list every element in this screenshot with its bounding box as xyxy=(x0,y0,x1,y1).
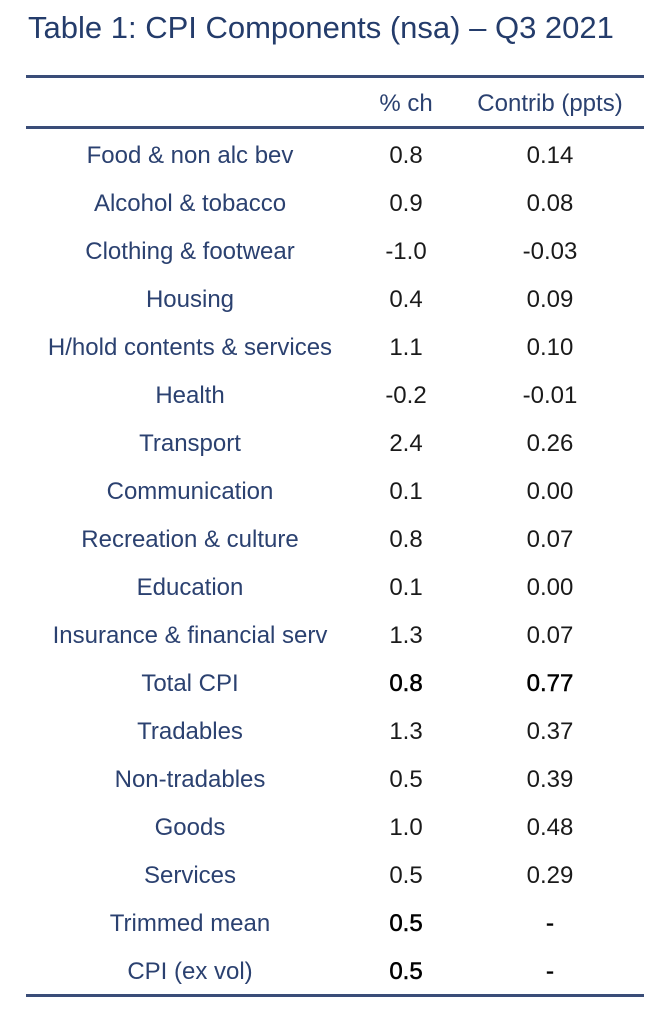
table-body: Food & non alc bev 0.8 0.14 Alcohol & tobac… xyxy=(26,136,644,1000)
row-pct-change: 1.0 xyxy=(389,814,423,841)
row-pct-change: 0.1 xyxy=(389,574,423,601)
table-row: Alcohol & tobacco 0.9 0.08 xyxy=(26,184,644,232)
row-label: Alcohol & tobacco xyxy=(93,190,287,217)
row-pct-change: 0.8 xyxy=(389,526,423,553)
table-title: Table 1: CPI Components (nsa) – Q3 2021 xyxy=(28,10,614,45)
table-row: Health -0.2 -0.01 xyxy=(26,376,644,424)
table-row: Recreation & culture 0.8 0.07 xyxy=(26,520,644,568)
row-label: Goods xyxy=(154,814,226,841)
table-row: Non-tradables 0.5 0.39 xyxy=(26,760,644,808)
table-header: % ch Contrib (ppts) xyxy=(26,82,644,126)
table-row: Trimmed mean 0.5 - xyxy=(26,904,644,952)
row-pct-change: 1.1 xyxy=(389,334,423,361)
row-contribution: 0.07 xyxy=(526,526,574,553)
row-pct-change: -0.2 xyxy=(385,382,427,409)
row-label: Transport xyxy=(139,430,241,457)
table-row: H/hold contents & services 1.1 0.10 xyxy=(26,328,644,376)
row-contribution: 0.09 xyxy=(526,286,574,313)
table-row: Housing 0.4 0.09 xyxy=(26,280,644,328)
row-contribution: 0.37 xyxy=(526,718,574,745)
table-row: Education 0.1 0.00 xyxy=(26,568,644,616)
row-contribution: 0.14 xyxy=(526,142,574,169)
row-contribution: 0.29 xyxy=(526,862,574,889)
top-rule xyxy=(26,75,644,78)
row-pct-change: 1.3 xyxy=(389,622,423,649)
row-label: Trimmed mean xyxy=(109,910,271,937)
table-row: Services 0.5 0.29 xyxy=(26,856,644,904)
row-contribution: 0.48 xyxy=(526,814,574,841)
row-contribution: -0.03 xyxy=(522,238,578,265)
table-row: Food & non alc bev 0.8 0.14 xyxy=(26,136,644,184)
row-contribution: 0.07 xyxy=(526,622,574,649)
table-row: Communication 0.1 0.00 xyxy=(26,472,644,520)
row-label: Education xyxy=(136,574,244,601)
row-label: Recreation & culture xyxy=(81,526,299,553)
row-contribution: 0.39 xyxy=(526,766,574,793)
table-row: Total CPI 0.8 0.77 xyxy=(26,664,644,712)
row-contribution: 0.26 xyxy=(526,430,574,457)
table-row: CPI (ex vol) 0.5 - xyxy=(26,952,644,1000)
row-label: Non-tradables xyxy=(114,766,266,793)
bottom-rule xyxy=(26,994,644,997)
table-row: Tradables 1.3 0.37 xyxy=(26,712,644,760)
row-pct-change: 0.5 xyxy=(389,910,423,938)
row-contribution: - xyxy=(546,910,555,938)
row-contribution: 0.00 xyxy=(526,574,574,601)
row-contribution: 0.77 xyxy=(526,670,574,698)
row-pct-change: 0.8 xyxy=(389,670,423,698)
row-contribution: - xyxy=(546,958,555,986)
header-contribution: Contrib (ppts) xyxy=(477,90,623,117)
row-contribution: 0.00 xyxy=(526,478,574,505)
row-label: Services xyxy=(143,862,237,889)
row-label: Total CPI xyxy=(141,670,239,697)
table-row: Clothing & footwear -1.0 -0.03 xyxy=(26,232,644,280)
row-pct-change: 0.5 xyxy=(389,766,423,793)
row-pct-change: 0.5 xyxy=(389,958,423,986)
row-pct-change: 0.9 xyxy=(389,190,423,217)
row-pct-change: 0.5 xyxy=(389,862,423,889)
row-label: Insurance & financial serv xyxy=(52,622,328,649)
row-label: Housing xyxy=(145,286,235,313)
header-pct-change: % ch xyxy=(379,90,433,117)
header-rule xyxy=(26,126,644,129)
table-row: Insurance & financial serv 1.3 0.07 xyxy=(26,616,644,664)
row-label: Tradables xyxy=(137,718,243,745)
row-label: H/hold contents & services xyxy=(47,334,333,361)
row-contribution: 0.08 xyxy=(526,190,574,217)
row-pct-change: 1.3 xyxy=(389,718,423,745)
row-label: Health xyxy=(155,382,225,409)
row-pct-change: 2.4 xyxy=(389,430,423,457)
row-label: Food & non alc bev xyxy=(86,142,294,169)
row-label: Communication xyxy=(106,478,274,505)
row-pct-change: 0.1 xyxy=(389,478,423,505)
row-label: CPI (ex vol) xyxy=(127,958,253,985)
row-pct-change: 0.4 xyxy=(389,286,423,313)
table-row: Goods 1.0 0.48 xyxy=(26,808,644,856)
row-pct-change: -1.0 xyxy=(385,238,427,265)
row-label: Clothing & footwear xyxy=(85,238,295,265)
row-contribution: -0.01 xyxy=(522,382,578,409)
row-contribution: 0.10 xyxy=(526,334,574,361)
row-pct-change: 0.8 xyxy=(389,142,423,169)
table-row: Transport 2.4 0.26 xyxy=(26,424,644,472)
